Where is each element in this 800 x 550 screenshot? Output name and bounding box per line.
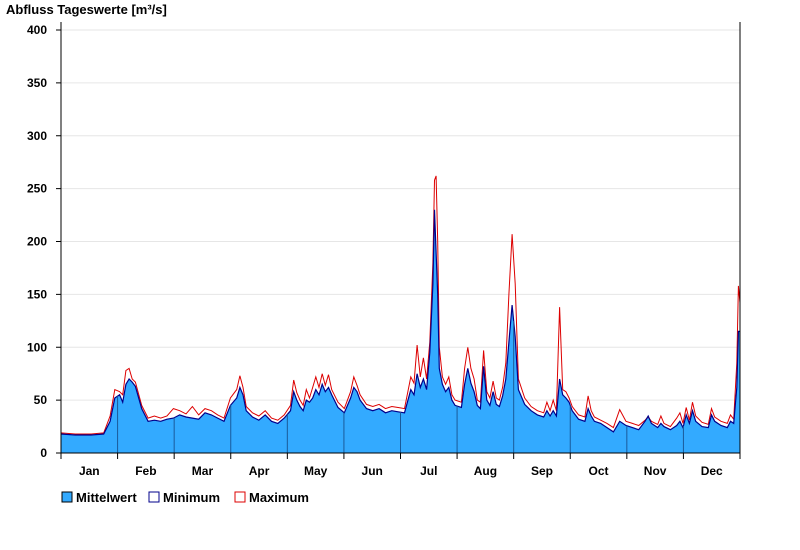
x-axis-labels: Jan Feb Mar Apr May Jun Jul Aug Sep Oct Nov Dec (79, 464, 723, 478)
y-tick-label: 200 (27, 235, 47, 249)
x-tick-label: Oct (589, 464, 609, 478)
x-tick-label: Dec (701, 464, 723, 478)
x-tick-label: Nov (644, 464, 667, 478)
grid-lines (61, 29, 740, 401)
x-tick-label: Feb (135, 464, 156, 478)
series-minimum-line (60, 209, 740, 436)
x-tick-label: Apr (249, 464, 270, 478)
legend-swatch-mittelwert (61, 491, 73, 503)
series-maximum-line (60, 175, 741, 435)
x-tick-label: Jan (79, 464, 100, 478)
legend: Mittelwert Minimum Maximum (61, 490, 309, 505)
legend-label-maximum: Maximum (249, 490, 309, 505)
legend-swatch-minimum (148, 491, 160, 503)
legend-label-mittelwert: Mittelwert (76, 490, 137, 505)
legend-label-minimum: Minimum (163, 490, 220, 505)
x-tick-label: Jul (420, 464, 437, 478)
y-tick-label: 300 (27, 129, 47, 143)
y-tick-label: 50 (34, 393, 48, 407)
legend-swatch-maximum (234, 491, 246, 503)
y-tick-label: 250 (27, 182, 47, 196)
x-tick-label: Jun (362, 464, 383, 478)
chart-title: Abfluss Tageswerte [m³/s] (6, 2, 167, 17)
x-tick-label: Mar (192, 464, 214, 478)
y-tick-label: 0 (40, 446, 47, 460)
y-tick-label: 350 (27, 76, 47, 90)
y-axis-ticks: 0 50 100 150 200 250 300 350 400 (27, 23, 61, 460)
x-tick-label: May (304, 464, 328, 478)
series-layer (60, 175, 741, 453)
y-tick-label: 150 (27, 287, 47, 301)
x-tick-label: Aug (474, 464, 497, 478)
y-tick-label: 400 (27, 23, 47, 37)
x-axis-month-separators (60, 320, 741, 459)
y-tick-label: 100 (27, 340, 47, 354)
axes (60, 22, 741, 454)
x-tick-label: Sep (531, 464, 553, 478)
